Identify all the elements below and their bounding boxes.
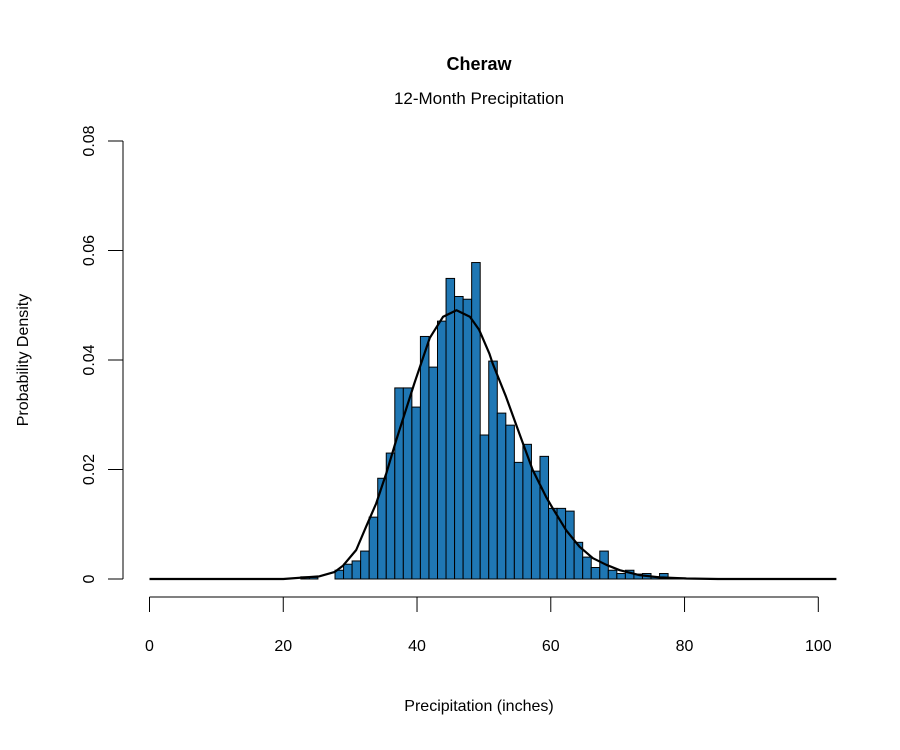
x-tick-label: 20 [274,638,292,655]
y-tick-label: 0.04 [81,344,98,375]
histogram-bar [539,455,550,580]
histogram-bar [343,563,353,580]
chart-title: Cheraw [446,54,512,74]
y-tick-label: 0.02 [81,454,98,485]
x-tick-label: 0 [145,638,154,655]
x-tick-label: 60 [542,638,560,655]
density-curve-group [149,309,837,581]
histogram-bar [496,412,507,580]
y-tick-label: 0.06 [81,235,98,266]
histogram-bar [462,298,473,580]
histogram-bar [548,507,558,580]
x-tick-label: 40 [408,638,426,655]
histogram-bar [445,277,456,580]
x-tick-label: 100 [805,638,832,655]
histogram-bar [419,335,430,580]
histogram-bar [505,424,515,580]
histogram-bar [590,567,601,580]
histogram-bar [351,560,362,580]
histogram-bar [394,387,404,580]
histogram-bar [616,573,626,580]
chart-subtitle: 12-Month Precipitation [394,89,564,108]
histogram-bar [479,434,490,580]
histogram-bar [411,406,421,580]
histogram-bar [360,550,370,580]
y-axis-label: Probability Density [15,294,32,427]
histogram-bar [436,320,447,580]
histogram-bar [565,510,575,580]
histogram-bar [659,573,669,580]
histogram-bar [582,556,592,580]
density-curve [149,309,837,581]
histogram-bar [488,360,498,580]
y-axis: 0 0.02 0.04 0.06 0.08 [81,125,124,583]
histogram-bar [428,366,438,580]
x-axis: 0 20 40 60 80 100 [145,596,832,655]
histogram-bars [300,262,695,580]
y-tick-label: 0.08 [81,125,98,156]
x-tick-label: 80 [676,638,694,655]
histogram-bar [454,295,464,580]
histogram-bar [471,262,481,580]
x-axis-label: Precipitation (inches) [404,698,553,715]
histogram-bar [368,516,379,580]
histogram-bar [530,470,541,580]
histogram-bar [607,569,618,580]
y-tick-label: 0 [81,574,98,583]
histogram-bar [513,461,524,580]
